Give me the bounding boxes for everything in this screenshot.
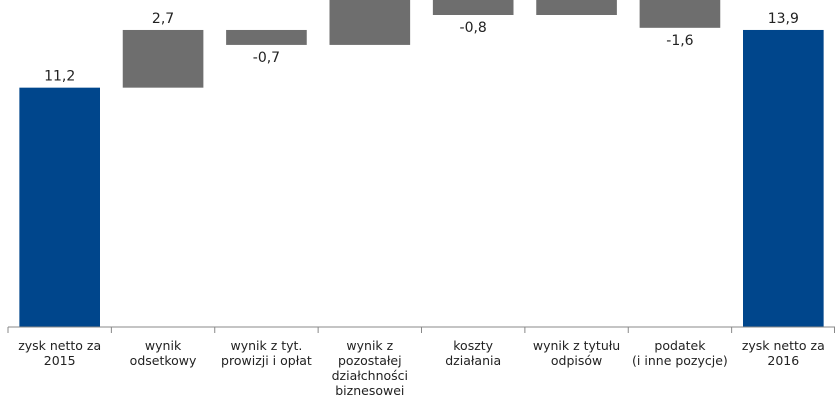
category-label-5: wynik z tytułu odpisów [533,338,620,368]
category-label-0: zysk netto za 2015 [18,338,101,368]
value-label-7: 13,9 [768,11,799,27]
category-label-1-line-0: wynik [145,338,182,353]
category-label-6-line-1: (i inne pozycje) [632,353,728,368]
delta-bar-2 [226,29,307,45]
category-label-4-line-1: działania [445,353,501,368]
category-label-3-line-3: biznesowei [335,383,404,398]
value-label-2: -0,7 [253,50,280,66]
category-label-3: wynik z pozostałej działchności biznesowei [332,338,408,398]
category-label-0-line-1: 2015 [44,353,76,368]
category-label-0-line-0: zysk netto za [18,338,101,353]
category-label-6-line-0: podatek [654,338,706,353]
x-axis [7,326,835,333]
total-bar-7 [743,29,824,328]
category-label-3-line-1: pozostałej [338,353,402,368]
category-label-7-line-1: 2016 [767,353,799,368]
category-label-2-line-0: wynik z tyt. [230,338,302,353]
value-label-1: 2,7 [152,11,174,27]
value-labels-layer: 11,22,7-0,72,2-0,81,0-1,613,9 [44,11,799,85]
bars-layer [19,0,824,328]
value-label-4: -0,8 [460,20,487,36]
category-label-7: zysk netto za 2016 [742,338,825,368]
delta-bar-4 [432,0,514,16]
value-label-6: -1,6 [666,33,693,49]
category-label-7-line-0: zysk netto za [742,338,825,353]
delta-bar-5 [536,0,617,16]
category-label-1-line-1: odsetkowy [130,353,197,368]
category-label-2: wynik z tyt. prowizji i opłat [221,338,312,368]
delta-bar-6 [639,0,721,28]
category-label-4-line-0: koszty [453,338,493,353]
category-label-3-line-2: działchności [332,368,408,383]
category-label-5-line-0: wynik z tytułu [533,338,620,353]
category-label-5-line-1: odpisów [551,353,602,368]
value-label-0: 11,2 [44,69,75,85]
category-label-4: koszty działania [445,338,501,368]
delta-bar-1 [122,29,204,88]
category-label-1: wynik odsetkowy [130,338,197,368]
total-bar-0 [19,87,100,327]
category-label-2-line-1: prowizji i opłat [221,353,312,368]
category-label-6: podatek (i inne pozycje) [632,338,728,368]
delta-bar-3 [329,0,411,45]
category-label-3-line-0: wynik z [346,338,393,353]
